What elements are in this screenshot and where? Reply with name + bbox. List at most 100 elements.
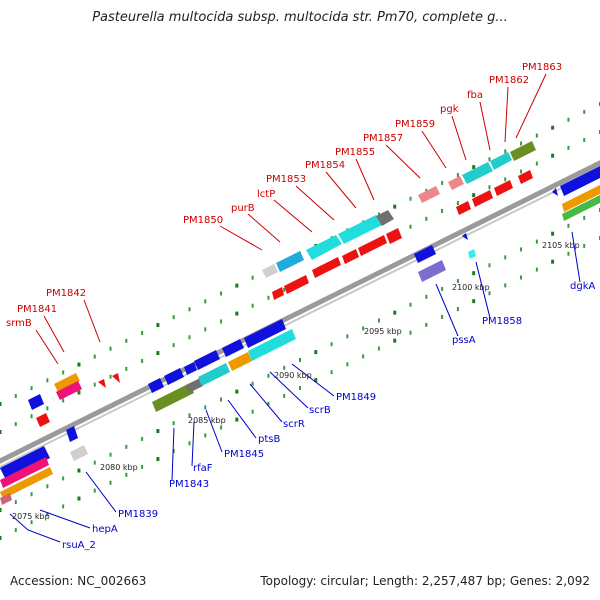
- gene-label: PM1845: [224, 449, 264, 460]
- connector-line: [475, 261, 491, 319]
- features-middle: [28, 319, 296, 461]
- gene-label: pssA: [452, 335, 476, 346]
- gene-label: scrR: [283, 419, 305, 430]
- kbp-tick: 2080 kbp: [100, 463, 138, 472]
- gene-label: fba: [467, 90, 483, 101]
- connector-line: [295, 185, 335, 221]
- gene-block: [468, 249, 476, 259]
- gene-block: [0, 457, 49, 488]
- map-title: Pasteurella multocida subsp. multocida s…: [92, 10, 508, 25]
- connector-line: [83, 299, 101, 343]
- gene-label: dgkA: [570, 281, 595, 292]
- gene-label: PM1863: [522, 62, 562, 73]
- connector-line: [205, 409, 223, 453]
- gene-block: [552, 188, 558, 196]
- gene-label: rsuA_2: [62, 540, 96, 551]
- gene-label: PM1843: [169, 479, 209, 490]
- gene-block: [148, 378, 164, 393]
- gene-label: PM1857: [363, 133, 403, 144]
- gene-label: PM1842: [46, 288, 86, 299]
- labels-red: srmB PM1841 PM1842 PM1850 purB lctP PM18…: [6, 62, 562, 329]
- gene-label: lctP: [257, 189, 275, 200]
- gene-block: [262, 264, 278, 278]
- gene-label: PM1849: [336, 392, 376, 403]
- gene-block: [164, 368, 184, 385]
- gene-block: [312, 257, 341, 278]
- gene-block: [244, 319, 286, 348]
- gene-block: [98, 379, 106, 388]
- connector-line: [219, 225, 263, 251]
- gene-label: hepA: [92, 524, 118, 535]
- connector-line: [227, 399, 257, 439]
- gene-block: [494, 180, 513, 196]
- genome-summary-text: Topology: circular; Length: 2,257,487 bp…: [260, 574, 590, 588]
- gene-block: [490, 152, 512, 170]
- genome-backbone: [0, 160, 600, 469]
- gene-block: [222, 339, 244, 357]
- gene-block: [0, 467, 53, 499]
- gene-block: [376, 210, 394, 226]
- accession-text: Accession: NC_002663: [10, 574, 147, 588]
- gene-label: rfaF: [193, 463, 213, 474]
- kbp-tick: 2085 kbp: [188, 416, 226, 425]
- connector-line: [421, 130, 447, 169]
- gene-block: [472, 190, 493, 207]
- gene-block: [386, 228, 402, 244]
- gene-block: [70, 445, 88, 461]
- connector-line: [435, 283, 459, 337]
- label-connectors: [9, 73, 581, 543]
- features-upper: [262, 141, 536, 300]
- kbp-scale: 2075 kbp 2080 kbp 2085 kbp 2090 kbp 2095…: [12, 241, 580, 521]
- gene-block: [152, 383, 194, 412]
- connector-line: [571, 231, 581, 283]
- gene-block: [56, 381, 82, 400]
- gene-label: PM1853: [266, 174, 306, 185]
- kbp-tick: 2075 kbp: [12, 512, 50, 521]
- gene-block: [36, 413, 50, 427]
- features-lower-right: [414, 166, 600, 282]
- connector-line: [39, 509, 91, 529]
- gene-block: [338, 215, 382, 244]
- kbp-tick: 2105 kbp: [542, 241, 580, 250]
- gene-block: [562, 195, 600, 221]
- gene-block: [560, 166, 600, 196]
- connector-line: [35, 329, 59, 365]
- gene-label: pgk: [440, 104, 459, 115]
- gene-block: [186, 378, 203, 393]
- gene-block: [28, 394, 44, 410]
- gene-block: [284, 275, 309, 294]
- gene-label: scrB: [309, 405, 331, 416]
- gene-block: [342, 249, 359, 264]
- kbp-tick: 2090 kbp: [274, 371, 312, 380]
- gene-block: [306, 235, 342, 260]
- gene-block: [228, 352, 252, 371]
- gene-label: PM1862: [489, 75, 529, 86]
- gene-block: [276, 251, 304, 272]
- kbp-tick: 2100 kbp: [452, 283, 490, 292]
- connector-line: [85, 471, 117, 513]
- gene-block: [518, 170, 533, 184]
- gene-label: PM1850: [183, 215, 223, 226]
- connector-line: [325, 171, 357, 209]
- connector-line: [479, 101, 491, 151]
- gene-label: purB: [231, 203, 255, 214]
- gene-block: [414, 245, 436, 263]
- connector-line: [171, 427, 175, 481]
- gene-label: ptsB: [258, 434, 280, 445]
- connector-line: [291, 363, 335, 397]
- gene-block: [448, 176, 464, 190]
- gene-block: [462, 233, 468, 240]
- gene-block: [194, 350, 220, 370]
- connector-line: [43, 315, 65, 353]
- gene-block: [272, 287, 284, 300]
- gene-block: [0, 493, 12, 505]
- labels-blue: rsuA_2 hepA PM1839 PM1843 rfaF PM1845 pt…: [62, 281, 595, 551]
- gene-label: PM1859: [395, 119, 435, 130]
- gene-block: [456, 201, 471, 215]
- connector-line: [355, 158, 375, 201]
- connector-line: [515, 73, 547, 139]
- gene-block: [54, 373, 80, 392]
- connector-line: [9, 513, 61, 543]
- gene-label: PM1854: [305, 160, 345, 171]
